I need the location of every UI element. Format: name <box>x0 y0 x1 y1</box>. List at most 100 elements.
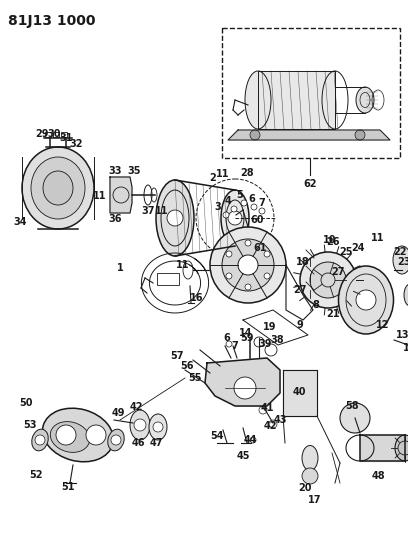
Text: 58: 58 <box>345 401 359 411</box>
Bar <box>45 132 51 137</box>
Ellipse shape <box>221 190 249 246</box>
Text: 11: 11 <box>93 191 107 201</box>
Circle shape <box>259 208 265 214</box>
Text: 54: 54 <box>210 431 224 441</box>
Text: 13: 13 <box>396 330 408 340</box>
Circle shape <box>302 468 318 484</box>
Text: 30: 30 <box>47 129 61 139</box>
Ellipse shape <box>404 284 408 306</box>
Circle shape <box>251 204 257 210</box>
Bar <box>61 132 67 137</box>
Text: 52: 52 <box>29 470 43 480</box>
Circle shape <box>300 252 356 308</box>
Text: 39: 39 <box>258 339 272 349</box>
Text: 6: 6 <box>248 194 255 204</box>
Text: 51: 51 <box>61 482 75 492</box>
Text: 32: 32 <box>69 139 83 149</box>
Text: 47: 47 <box>149 438 163 448</box>
Ellipse shape <box>32 429 48 451</box>
Circle shape <box>245 240 251 246</box>
Text: 22: 22 <box>393 247 407 257</box>
Polygon shape <box>205 358 280 406</box>
Text: 27: 27 <box>331 267 345 277</box>
Ellipse shape <box>50 422 90 453</box>
Text: 9: 9 <box>297 320 304 330</box>
Text: 7: 7 <box>232 341 238 351</box>
Circle shape <box>226 251 232 257</box>
Text: 1: 1 <box>117 263 123 273</box>
Text: 59: 59 <box>240 333 254 343</box>
Circle shape <box>250 437 256 443</box>
Ellipse shape <box>302 446 318 471</box>
Text: 34: 34 <box>13 217 27 227</box>
Circle shape <box>223 212 229 218</box>
Text: 46: 46 <box>131 438 145 448</box>
Circle shape <box>134 419 146 431</box>
Polygon shape <box>360 435 405 461</box>
Ellipse shape <box>149 414 167 440</box>
Text: 14: 14 <box>239 328 253 338</box>
Text: 55: 55 <box>188 373 202 383</box>
Circle shape <box>35 435 45 445</box>
Circle shape <box>265 344 277 356</box>
Ellipse shape <box>245 71 271 129</box>
Text: 11: 11 <box>216 169 230 179</box>
Text: 4: 4 <box>225 196 231 206</box>
Circle shape <box>259 406 267 414</box>
Text: 29: 29 <box>35 129 49 139</box>
Text: 18: 18 <box>296 257 310 267</box>
Circle shape <box>269 420 277 428</box>
Text: 62: 62 <box>303 179 317 189</box>
Circle shape <box>238 255 258 275</box>
Circle shape <box>56 425 76 445</box>
Text: 31: 31 <box>59 133 73 143</box>
Circle shape <box>167 210 183 226</box>
Ellipse shape <box>22 147 94 229</box>
Text: 2: 2 <box>210 173 216 183</box>
Text: 50: 50 <box>19 398 33 408</box>
Polygon shape <box>283 370 317 416</box>
Circle shape <box>340 403 370 433</box>
Text: 11: 11 <box>176 260 190 270</box>
Bar <box>222 28 400 158</box>
Text: 42: 42 <box>263 421 277 431</box>
Text: 24: 24 <box>351 243 365 253</box>
Text: 25: 25 <box>339 247 353 257</box>
Text: 17: 17 <box>308 495 322 505</box>
Circle shape <box>264 273 270 279</box>
Text: 26: 26 <box>326 237 340 247</box>
Ellipse shape <box>130 410 150 440</box>
Text: 27: 27 <box>293 285 307 295</box>
Circle shape <box>355 130 365 140</box>
Circle shape <box>111 435 121 445</box>
Polygon shape <box>258 71 335 129</box>
Ellipse shape <box>393 246 408 274</box>
Ellipse shape <box>156 180 194 256</box>
Text: 61: 61 <box>253 243 267 253</box>
Text: 33: 33 <box>108 166 122 176</box>
Circle shape <box>226 341 232 347</box>
Text: 49: 49 <box>111 408 125 418</box>
Circle shape <box>153 422 163 432</box>
Text: 10: 10 <box>323 235 337 245</box>
Circle shape <box>86 425 106 445</box>
Text: 8: 8 <box>313 300 319 310</box>
Text: 12: 12 <box>376 320 390 330</box>
Circle shape <box>264 251 270 257</box>
Ellipse shape <box>43 171 73 205</box>
Text: 56: 56 <box>180 361 194 371</box>
Text: 40: 40 <box>292 387 306 397</box>
Text: 36: 36 <box>108 214 122 224</box>
Circle shape <box>241 200 247 206</box>
Text: 28: 28 <box>240 168 254 178</box>
Ellipse shape <box>356 87 374 113</box>
Bar <box>53 132 59 137</box>
Circle shape <box>210 227 286 303</box>
Circle shape <box>356 290 376 310</box>
Text: 42: 42 <box>129 402 143 412</box>
Text: 57: 57 <box>170 351 184 361</box>
Circle shape <box>245 284 251 290</box>
Bar <box>157 273 179 285</box>
Text: 53: 53 <box>23 420 37 430</box>
Text: 44: 44 <box>243 435 257 445</box>
